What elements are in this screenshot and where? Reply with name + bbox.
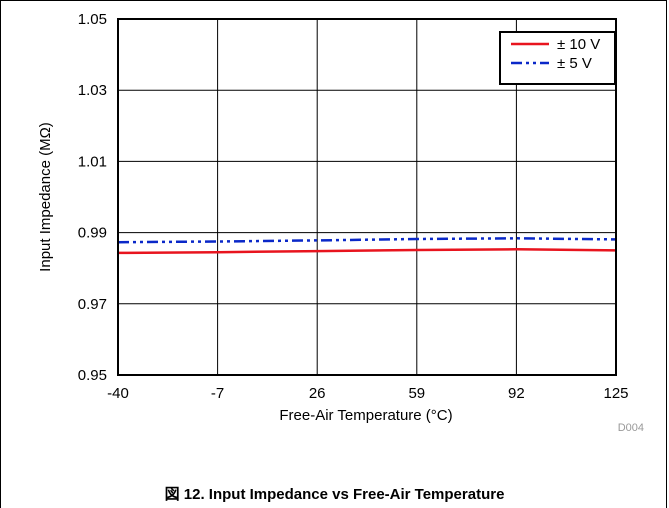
y-tick-label: 1.05 bbox=[78, 11, 107, 28]
figure-caption: 図 12. Input Impedance vs Free-Air Temper… bbox=[0, 483, 669, 504]
figure-id-annotation: D004 bbox=[618, 422, 644, 434]
legend-label: ± 10 V bbox=[557, 36, 600, 53]
x-tick-label: 59 bbox=[408, 385, 425, 402]
line-chart: 0.950.970.991.011.031.05 -40 -7 26 59 92 125 … bbox=[37, 11, 644, 434]
x-tick-label: -40 bbox=[107, 385, 129, 402]
figure-caption-text: 12. Input Impedance vs Free-Air Temperat… bbox=[183, 486, 505, 503]
series-line-1 bbox=[117, 248, 617, 255]
x-tick-label: 125 bbox=[603, 385, 628, 402]
plot-border bbox=[117, 18, 617, 376]
x-axis-label: Free-Air Temperature (°C) bbox=[279, 407, 452, 424]
x-tick-label: 26 bbox=[309, 385, 326, 402]
series-layer bbox=[117, 237, 617, 255]
x-tick-label: -7 bbox=[211, 385, 224, 402]
y-tick-label: 1.01 bbox=[78, 153, 107, 170]
y-tick-label: 0.95 bbox=[78, 367, 107, 384]
y-tick-label: 0.97 bbox=[78, 296, 107, 313]
x-tick-labels: -40 -7 26 59 92 125 bbox=[107, 385, 628, 402]
y-tick-label: 1.03 bbox=[78, 82, 107, 99]
series-line-2 bbox=[117, 237, 617, 244]
y-tick-labels: 0.95 0.97 0.99 1.01 1.03 1.05 bbox=[78, 11, 107, 384]
legend-label: ± 5 V bbox=[557, 55, 592, 72]
figure-prefix: 図 bbox=[164, 485, 180, 503]
x-tick-label: 92 bbox=[508, 385, 525, 402]
legend-box bbox=[499, 31, 616, 85]
legend: ± 10 V ± 5 V bbox=[499, 31, 616, 85]
y-axis-label: Input Impedance (MΩ) bbox=[37, 122, 54, 272]
y-tick-label: 0.99 bbox=[78, 225, 107, 242]
